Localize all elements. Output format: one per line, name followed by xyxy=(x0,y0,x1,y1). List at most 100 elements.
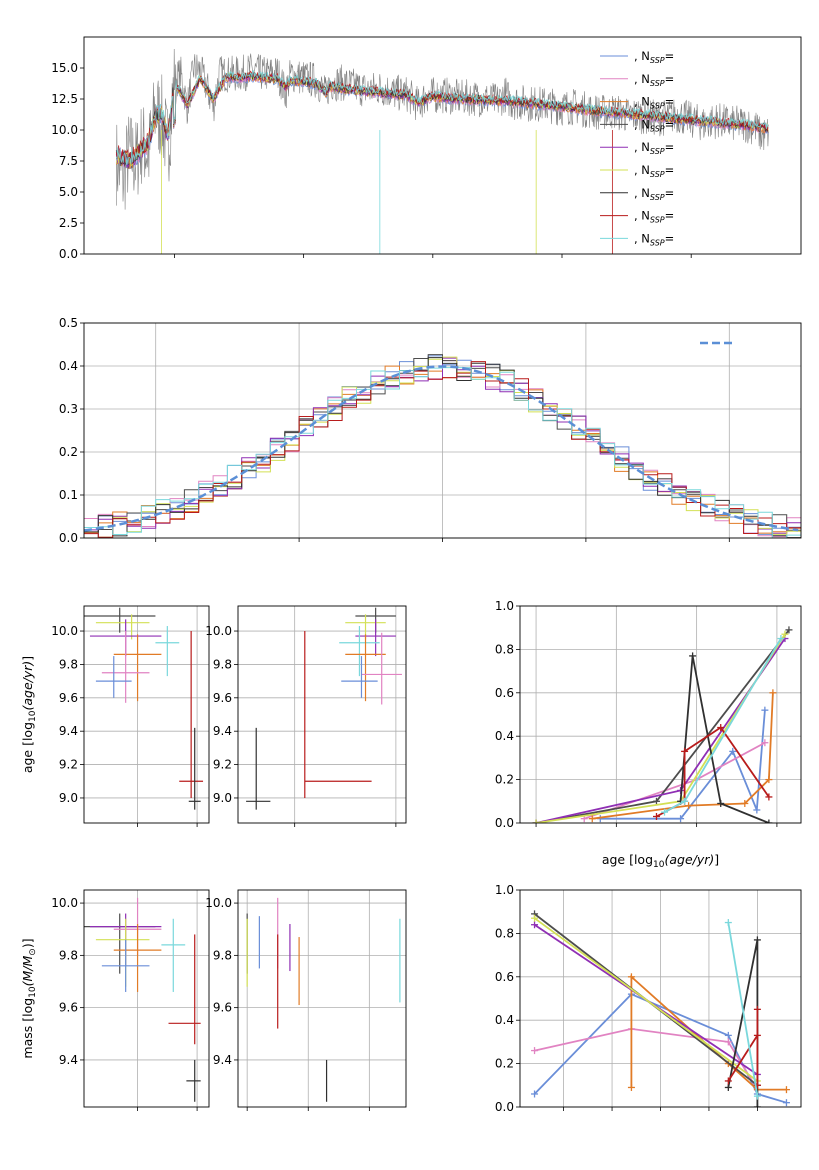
axes-frame xyxy=(83,605,210,824)
spectrum-model-line xyxy=(115,71,769,167)
x-label-part: ] xyxy=(714,852,719,867)
legend-nssp-prefix: , N xyxy=(634,117,650,131)
y-label-sub: ⊙ xyxy=(28,948,38,956)
legend-label: , NSSP= xyxy=(634,72,674,88)
plot-area xyxy=(115,48,769,254)
y-tick-label: 1.0 xyxy=(495,883,514,897)
weight-line xyxy=(679,655,770,823)
y-tick-label: 9.8 xyxy=(213,657,232,671)
y-tick-label: 9.4 xyxy=(213,724,232,738)
plot-area xyxy=(531,910,790,1107)
y-tick-label: 9.6 xyxy=(213,1001,232,1015)
y-label-part: (age/yr) xyxy=(20,661,35,711)
y-label-part: (M/M xyxy=(20,956,35,987)
weight-line xyxy=(727,1009,759,1086)
y-tick-label: 0.6 xyxy=(495,970,514,984)
y-label-part: ] xyxy=(20,656,35,661)
y-tick-label: 10.0 xyxy=(51,624,78,638)
axes-frame xyxy=(519,889,802,1108)
weight-line xyxy=(535,637,786,823)
legend-label: , NSSP= xyxy=(634,163,674,179)
weight-line xyxy=(727,922,759,1097)
y-tick-label: 0.0 xyxy=(59,247,78,261)
legend-nssp-eq: = xyxy=(665,186,675,200)
spectrum-data-line xyxy=(116,48,769,210)
legend-label: , NSSP= xyxy=(634,209,674,225)
y-tick-label: 9.4 xyxy=(59,1053,78,1067)
y-tick-label: 0.0 xyxy=(59,531,78,545)
y-tick-label: 10.0 xyxy=(51,123,78,137)
histogram-step xyxy=(84,367,801,538)
y-tick-label: 0.4 xyxy=(495,1013,514,1027)
weight-line xyxy=(592,692,774,820)
y-tick-label: 9.8 xyxy=(59,948,78,962)
y-tick-label: 10.0 xyxy=(51,896,78,910)
y-tick-label: 5.0 xyxy=(59,185,78,199)
y-tick-label: 10.0 xyxy=(205,624,232,638)
panel-spectrum: 0.02.55.07.510.012.515.0, NSSP=, NSSP=, … xyxy=(51,36,802,261)
legend-nssp-eq: = xyxy=(665,140,675,154)
axes-frame xyxy=(237,889,407,1108)
x-label-sub: 10 xyxy=(653,860,665,870)
y-tick-label: 0.3 xyxy=(59,402,78,416)
y-tick-label: 0.6 xyxy=(495,686,514,700)
legend-label: , NSSP= xyxy=(634,231,674,247)
panel-age_vs_mass: 9.0 9.2 9.4 9.6 9.8 10.0 xyxy=(205,605,407,827)
gaussian-curve xyxy=(84,365,799,532)
legend-nssp-prefix: , N xyxy=(634,140,650,154)
legend-nssp-sub: SSP xyxy=(650,238,665,247)
axes-frame xyxy=(519,605,802,824)
legend-nssp-eq: = xyxy=(665,231,675,245)
y-tick-label: 0.5 xyxy=(59,316,78,330)
histogram-step xyxy=(84,361,801,538)
histogram-step xyxy=(84,357,801,534)
y-tick-label: 2.5 xyxy=(59,216,78,230)
legend-label: , NSSP= xyxy=(634,117,674,133)
y-tick-label: 15.0 xyxy=(51,61,78,75)
panel-age_vs_z: 9.0 9.2 9.4 9.6 9.8 10.0 age [log10(age/yr)] xyxy=(20,605,210,827)
plot-area xyxy=(84,897,201,1102)
panel-mass_vs_ebv: 9.4 9.6 9.8 10.0 xyxy=(205,889,407,1111)
legend-nssp-prefix: , N xyxy=(634,231,650,245)
y-tick-label: 0.4 xyxy=(495,729,514,743)
legend-nssp-eq: = xyxy=(665,209,675,223)
legend-label: , NSSP= xyxy=(634,186,674,202)
axes-frame xyxy=(83,889,210,1108)
legend-nssp-prefix: , N xyxy=(634,72,650,86)
legend-nssp-prefix: , N xyxy=(634,95,650,109)
y-tick-label: 9.8 xyxy=(213,948,232,962)
y-tick-label: 1.0 xyxy=(495,599,514,613)
legend-nssp-sub: SSP xyxy=(650,216,665,225)
y-axis-label: age [log10(age/yr)] xyxy=(20,656,38,773)
y-label-part: age [log xyxy=(20,722,35,773)
y-label-sub: 10 xyxy=(28,710,38,722)
plot-area xyxy=(84,354,801,538)
y-tick-label: 0.2 xyxy=(495,773,514,787)
y-tick-label: 9.4 xyxy=(59,724,78,738)
plot-area xyxy=(246,897,401,1102)
legend-nssp-prefix: , N xyxy=(634,163,650,177)
legend-label: , NSSP= xyxy=(634,95,674,111)
legend-nssp-eq: = xyxy=(665,72,675,86)
legend-nssp-eq: = xyxy=(665,49,675,63)
y-axis-label: mass [log10(M/M⊙)] xyxy=(20,938,38,1058)
y-label-sub: 10 xyxy=(28,986,38,998)
y-tick-label: 9.0 xyxy=(59,791,78,805)
legend-nssp-eq: = xyxy=(665,163,675,177)
axes-frame xyxy=(83,322,802,539)
panel-mass_vs_z: 9.4 9.6 9.8 10.0 mass [log10(M/M⊙)] xyxy=(20,889,210,1111)
y-tick-label: 0.8 xyxy=(495,926,514,940)
y-tick-label: 9.0 xyxy=(213,791,232,805)
legend-nssp-eq: = xyxy=(665,117,675,131)
legend-nssp-prefix: , N xyxy=(634,49,650,63)
y-tick-label: 10.0 xyxy=(205,896,232,910)
y-tick-label: 9.6 xyxy=(59,691,78,705)
legend-nssp-sub: SSP xyxy=(650,56,665,65)
legend-nssp-sub: SSP xyxy=(650,193,665,202)
panel-residuals: 0.0 0.1 0.2 0.3 0.4 0.5 xyxy=(59,316,802,545)
axes-frame xyxy=(237,605,407,824)
panel-mass_weight_vs_age: 0.0 0.2 0.4 0.6 0.8 1.0 age [log10(age/yr)] xyxy=(495,599,802,870)
y-tick-label: 7.5 xyxy=(59,154,78,168)
legend: , NSSP=, NSSP=, NSSP=, NSSP=, NSSP=, NSS… xyxy=(600,49,674,247)
